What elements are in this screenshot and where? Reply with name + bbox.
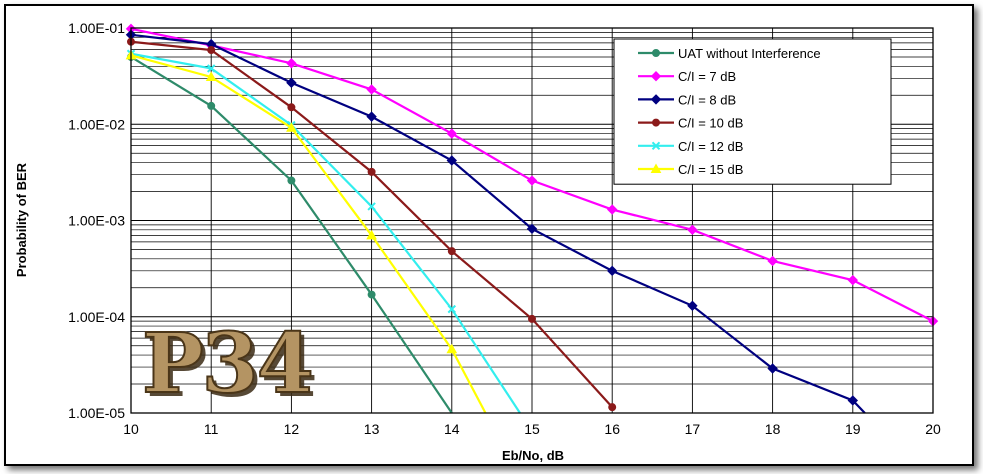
data-point [606, 265, 618, 277]
data-point [447, 304, 457, 314]
data-point [652, 49, 660, 57]
x-tick-label: 14 [444, 421, 460, 437]
data-point [526, 223, 538, 235]
series-line [125, 49, 487, 414]
data-point [366, 229, 377, 240]
data-point [650, 94, 662, 105]
y-tick-label: 1.00E-02 [68, 116, 125, 132]
data-point [367, 202, 376, 211]
legend-entry: UAT without Interference [678, 46, 821, 61]
y-tick-label: 1.00E-05 [68, 405, 125, 421]
x-tick-label: 20 [925, 421, 941, 437]
x-tick-label: 15 [524, 421, 540, 437]
data-point [205, 71, 217, 81]
data-point [366, 111, 377, 122]
legend-entry: C/I = 15 dB [678, 162, 743, 177]
data-point [367, 167, 376, 176]
data-point [767, 363, 778, 374]
x-tick-label: 16 [604, 421, 620, 437]
series-layer [125, 23, 939, 414]
data-point [286, 58, 297, 69]
legend-entry: C/I = 10 dB [678, 116, 743, 131]
series-line [127, 52, 453, 414]
y-tick-label: 1.00E-01 [68, 20, 125, 36]
data-point [526, 175, 538, 186]
data-point [287, 103, 296, 112]
legend-entry: C/I = 12 dB [678, 139, 743, 154]
data-point [447, 247, 456, 256]
y-tick-label: 1.00E-03 [68, 213, 125, 229]
y-axis-title: Probability of BER [14, 162, 29, 277]
data-point [687, 224, 698, 236]
data-point [650, 70, 662, 82]
legend-box [613, 38, 892, 185]
data-point [650, 163, 662, 173]
watermark: P34 P34 [141, 315, 318, 416]
x-tick-label: 12 [284, 421, 300, 437]
series-path [130, 52, 521, 414]
data-point [608, 403, 617, 412]
data-point [367, 290, 376, 299]
data-point [286, 77, 297, 88]
data-point [847, 395, 859, 406]
data-point [652, 118, 660, 127]
data-point [446, 155, 458, 166]
series-line [127, 37, 617, 412]
data-point [286, 122, 297, 132]
watermark-text: P34 [142, 316, 312, 412]
data-point [207, 46, 216, 55]
y-tick-label: 1.00E-04 [68, 309, 125, 325]
data-point [366, 84, 377, 95]
x-tick-label: 17 [685, 421, 701, 437]
legend-entry: C/I = 7 dB [678, 69, 736, 84]
x-tick-label: 13 [364, 421, 380, 437]
x-tick-label: 18 [765, 421, 781, 437]
series-path [130, 54, 487, 414]
legend: UAT without Interference C/I = 7 dB C/I = … [613, 38, 892, 185]
data-point [207, 101, 216, 110]
data-point [606, 204, 618, 215]
tick-labels: 10 11 12 13 14 15 16 17 18 19 20 1.00E-05 1.00E-04 1.… [68, 20, 941, 437]
watermark-shadow: P34 [146, 320, 316, 416]
data-point [287, 176, 296, 185]
data-point [446, 128, 458, 139]
data-point [528, 314, 536, 323]
data-point [446, 343, 458, 354]
legend-entry: C/I = 8 dB [678, 92, 736, 107]
data-point [847, 274, 859, 286]
data-point [206, 64, 216, 73]
x-tick-label: 11 [204, 421, 219, 437]
x-axis-title: Eb/No, dB [502, 448, 564, 463]
data-point [687, 300, 698, 311]
axes [130, 27, 934, 414]
plot-area-border [130, 27, 934, 414]
x-tick-label: 10 [123, 421, 139, 437]
x-tick-label: 19 [845, 421, 861, 437]
data-point [651, 141, 661, 151]
data-point [767, 255, 778, 267]
